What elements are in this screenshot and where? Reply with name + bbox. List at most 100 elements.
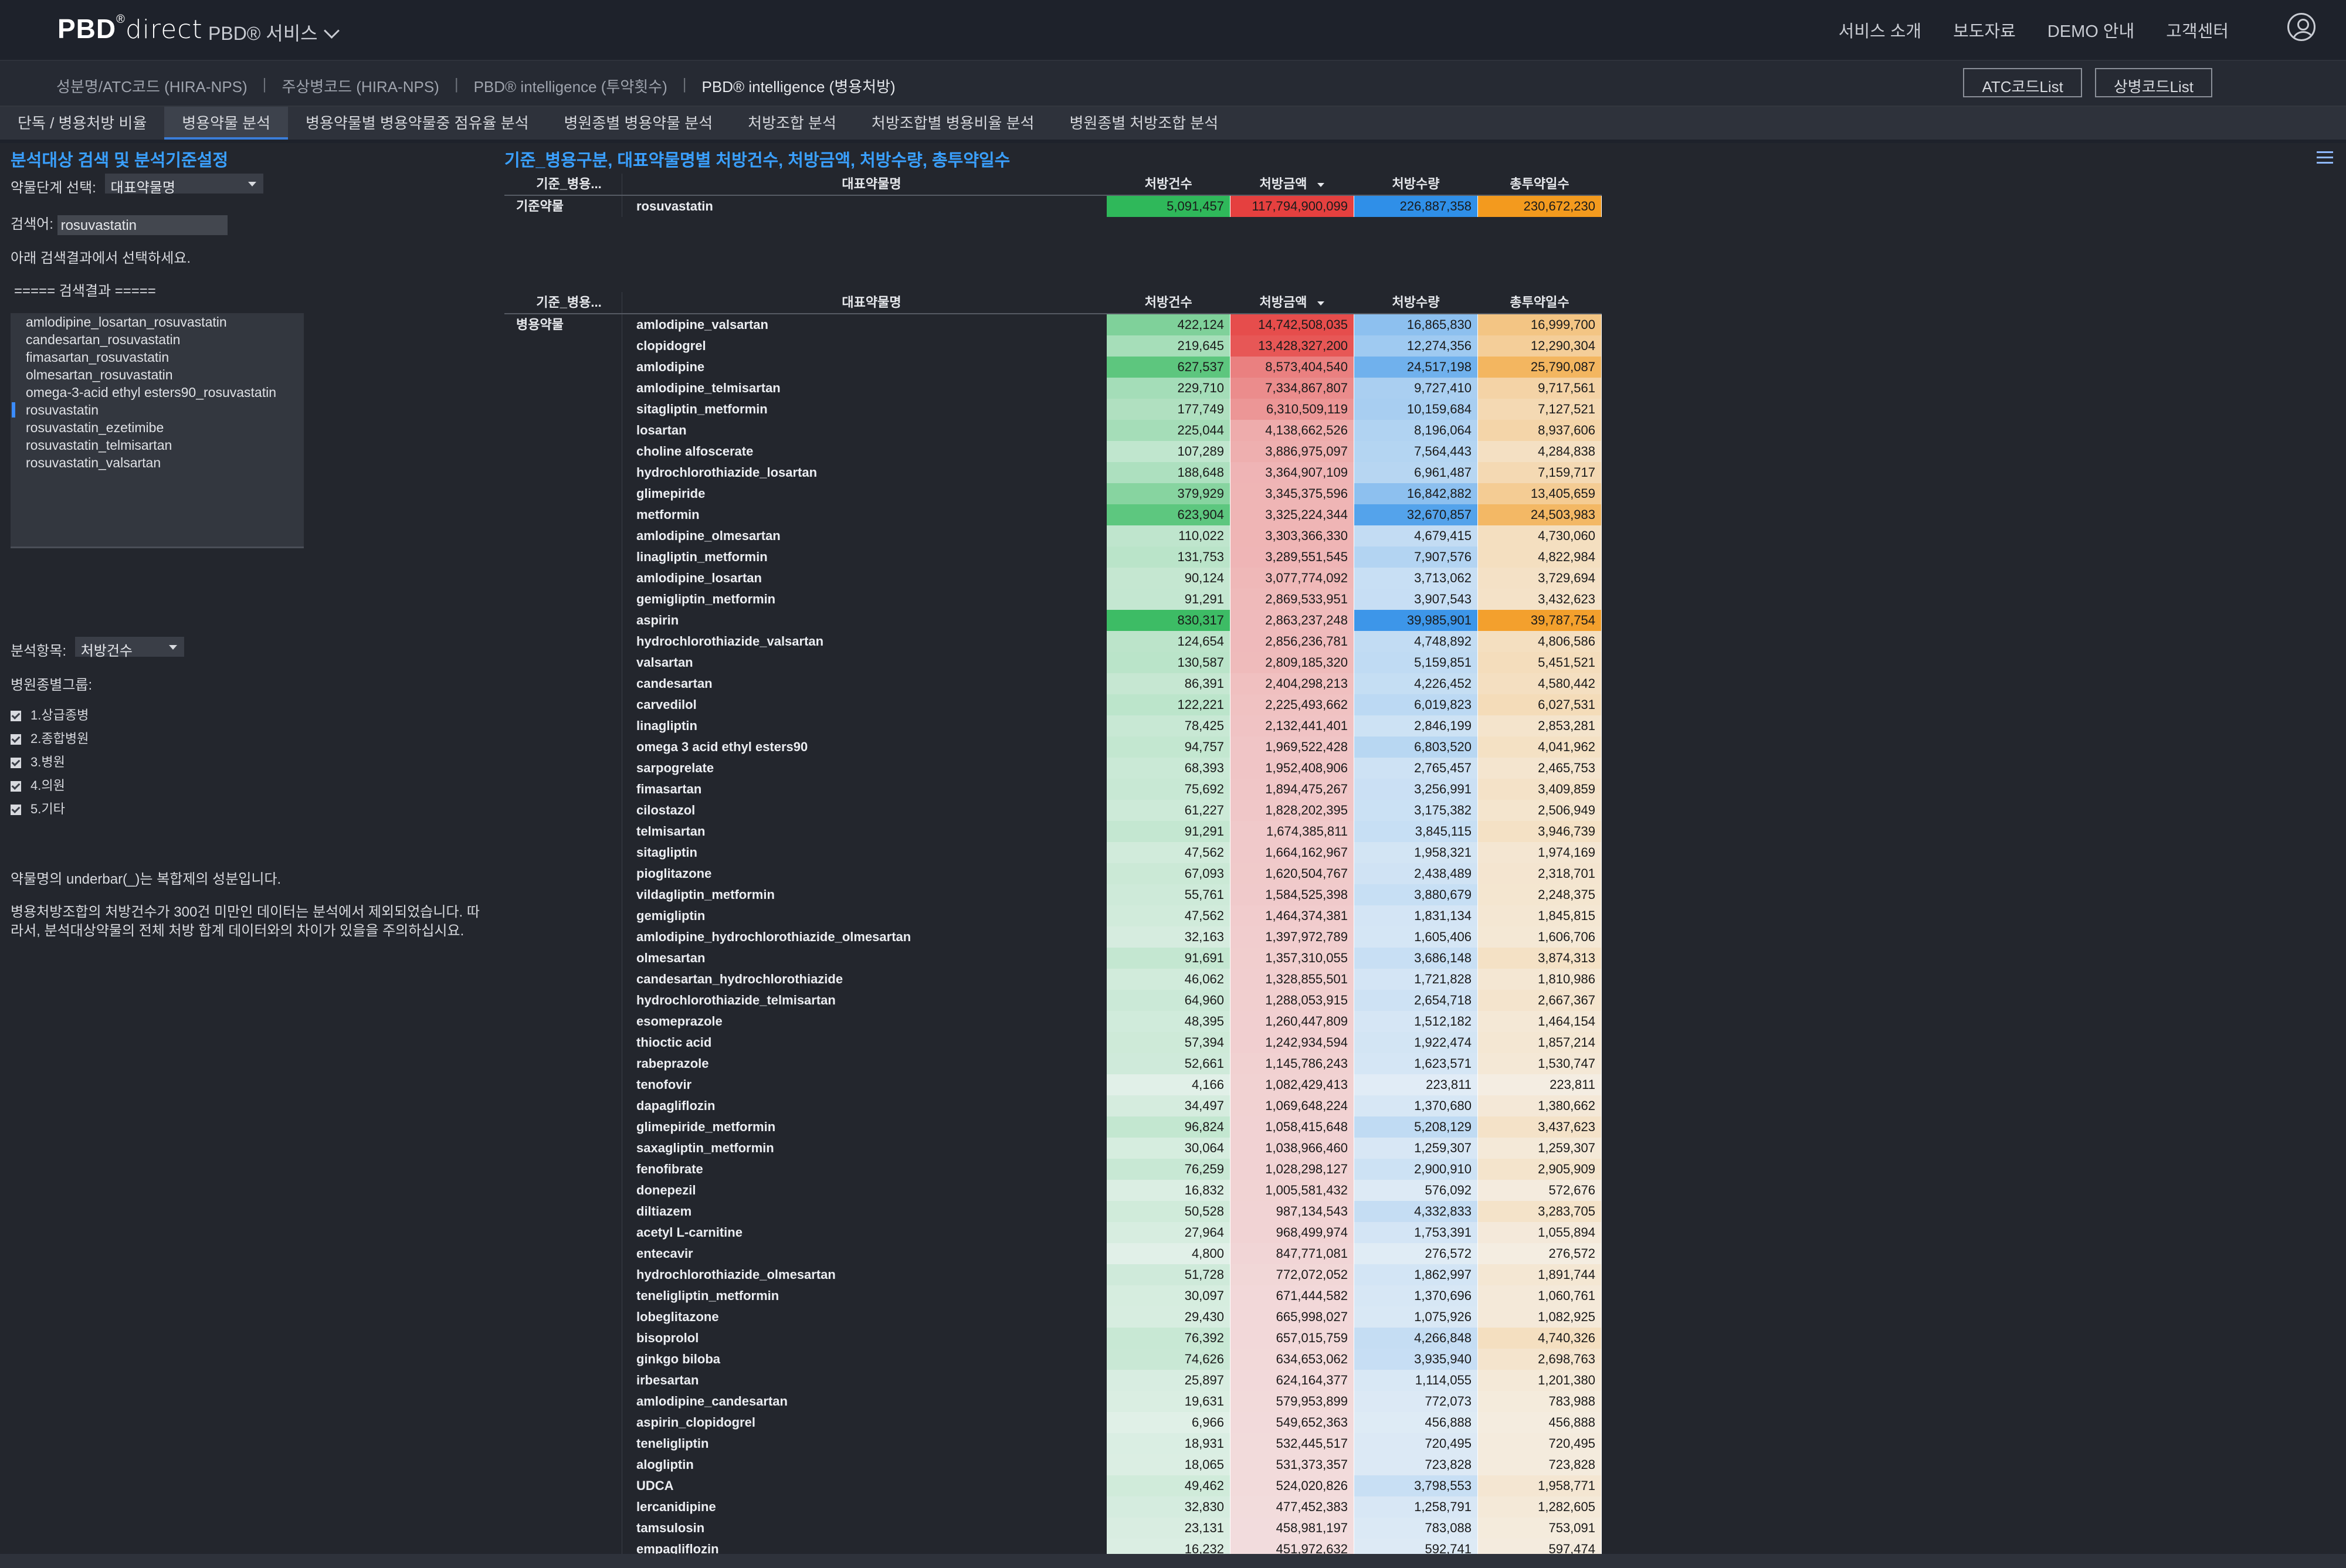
table-row[interactable]: carvedilol 122,221 2,225,493,662 6,019,823 6… [504, 694, 1602, 715]
table-row[interactable]: amlodipine_losartan 90,124 3,077,774,092 3,… [504, 568, 1602, 589]
search-result-item[interactable]: amlodipine_losartan_rosuvastatin [26, 314, 227, 330]
table-row[interactable]: dapagliflozin 34,497 1,069,648,224 1,370,68… [504, 1095, 1602, 1116]
table-row[interactable]: amlodipine_telmisartan 229,710 7,334,867,8… [504, 378, 1602, 399]
table-row[interactable]: losartan 225,044 4,138,662,526 8,196,064 8,9… [504, 420, 1602, 441]
table-row[interactable]: aspirin 830,317 2,863,237,248 39,985,901 39,… [504, 610, 1602, 631]
analysis-tab[interactable]: 병용약물 분석 [164, 107, 289, 140]
table-row[interactable]: entecavir 4,800 847,771,081 276,572 276,572 [504, 1243, 1602, 1264]
sub-nav-link[interactable]: 성분명/ATC코드 (HIRA-NPS) [56, 78, 248, 96]
search-result-item[interactable]: omega-3-acid ethyl esters90_rosuvastatin [26, 385, 277, 400]
top-nav-link[interactable]: 고객센터 [2166, 22, 2229, 41]
bottom-scrollbar[interactable] [0, 1554, 2346, 1568]
table-row[interactable]: olmesartan 91,691 1,357,310,055 3,686,148 3,… [504, 948, 1602, 969]
top-nav-link[interactable]: 보도자료 [1953, 22, 2016, 41]
table-row[interactable]: saxagliptin_metformin 30,064 1,038,966,460… [504, 1138, 1602, 1159]
analysis-tab[interactable]: 단독 / 병용처방 비율 [18, 114, 147, 132]
column-header[interactable]: 기준_병용... [504, 174, 622, 196]
table-row[interactable]: teneligliptin 18,931 532,445,517 720,495 720… [504, 1433, 1602, 1454]
column-header[interactable]: 처방수량 [1354, 174, 1478, 196]
analysis-tab[interactable]: 병원종별 병용약물 분석 [564, 114, 713, 132]
table-row[interactable]: glimepiride_metformin 96,824 1,058,415,648… [504, 1116, 1602, 1138]
analysis-item-select[interactable]: 처방건수 [74, 637, 184, 659]
table-row[interactable]: fenofibrate 76,259 1,028,298,127 2,900,910 2… [504, 1159, 1602, 1180]
search-result-item[interactable]: fimasartan_rosuvastatin [26, 349, 169, 365]
sub-nav-link[interactable]: 주상병코드 (HIRA-NPS) [282, 78, 439, 96]
table-row[interactable]: aspirin_clopidogrel 6,966 549,652,363 456,8… [504, 1412, 1602, 1433]
sub-nav-link[interactable]: PBD® intelligence (투약횟수) [473, 78, 667, 96]
search-result-list[interactable]: amlodipine_losartan_rosuvastatin candesar… [11, 313, 304, 548]
column-header[interactable]: 기준_병용... [504, 292, 622, 314]
table-row[interactable]: teneligliptin_metformin 30,097 671,444,582… [504, 1285, 1602, 1306]
analysis-tab[interactable]: 처방조합 분석 [748, 114, 836, 132]
table-row[interactable]: sitagliptin 47,562 1,664,162,967 1,958,321 1… [504, 842, 1602, 863]
column-header[interactable]: 총투약일수 [1477, 174, 1602, 196]
table-row[interactable]: donepezil 16,832 1,005,581,432 576,092 572,6… [504, 1180, 1602, 1201]
hospital-group-checkbox[interactable]: 3.병원 [11, 751, 89, 774]
table-row[interactable]: hydrochlorothiazide_valsartan 124,654 2,85… [504, 631, 1602, 652]
table-row[interactable]: candesartan_hydrochlorothiazide 46,062 1,3… [504, 969, 1602, 990]
table-row[interactable]: amlodipine_hydrochlorothiazide_olmesarta… [504, 926, 1602, 948]
table-row[interactable]: lobeglitazone 29,430 665,998,027 1,075,926 1… [504, 1306, 1602, 1328]
search-result-item[interactable]: rosuvastatin [11, 401, 304, 419]
top-nav-link[interactable]: 서비스 소개 [1838, 22, 1922, 41]
table-row[interactable]: rabeprazole 52,661 1,145,786,243 1,623,571 1… [504, 1053, 1602, 1074]
drug-stage-select[interactable]: 대표약물명 [104, 174, 263, 196]
table-row[interactable]: hydrochlorothiazide_olmesartan 51,728 772,… [504, 1264, 1602, 1285]
table-row[interactable]: amlodipine 627,537 8,573,404,540 24,517,198… [504, 357, 1602, 378]
table-row[interactable]: linagliptin 78,425 2,132,441,401 2,846,199 2… [504, 715, 1602, 737]
table-row[interactable]: tamsulosin 23,131 458,981,197 783,088 753,09… [504, 1518, 1602, 1539]
disease-code-list-button[interactable]: 상병코드List [2094, 68, 2212, 97]
table-row[interactable]: clopidogrel 219,645 13,428,327,200 12,274,3… [504, 335, 1602, 357]
table-row[interactable]: gemigliptin_metformin 91,291 2,869,533,951… [504, 589, 1602, 610]
table-row[interactable]: telmisartan 91,291 1,674,385,811 3,845,115 3… [504, 821, 1602, 842]
table-row[interactable]: amlodipine_candesartan 19,631 579,953,899 7… [504, 1391, 1602, 1412]
column-header[interactable]: 총투약일수 [1477, 292, 1602, 314]
table-row[interactable]: bisoprolol 76,392 657,015,759 4,266,848 4,74… [504, 1328, 1602, 1349]
column-header[interactable]: 처방금액 [1230, 292, 1354, 314]
search-result-item[interactable]: rosuvastatin_ezetimibe [26, 420, 164, 435]
table-row[interactable]: vildagliptin_metformin 55,761 1,584,525,39… [504, 884, 1602, 905]
table-row[interactable]: 병용약물 amlodipine_valsartan 422,124 14,742,50… [504, 314, 1602, 335]
table-row[interactable]: irbesartan 25,897 624,164,377 1,114,055 1,20… [504, 1370, 1602, 1391]
hospital-group-checkbox[interactable]: 1.상급종병 [11, 704, 89, 727]
table-row[interactable]: candesartan 86,391 2,404,298,213 4,226,452 4… [504, 673, 1602, 694]
search-result-item[interactable]: candesartan_rosuvastatin [26, 332, 181, 347]
search-result-item[interactable]: olmesartan_rosuvastatin [26, 367, 173, 382]
table-row[interactable]: 기준약물 rosuvastatin 5,091,457 117,794,900,099… [504, 195, 1602, 217]
list-menu-icon[interactable] [2317, 151, 2333, 164]
table-row[interactable]: linagliptin_metformin 131,753 3,289,551,54… [504, 547, 1602, 568]
table-row[interactable]: alogliptin 18,065 531,373,357 723,828 723,82… [504, 1454, 1602, 1475]
column-header[interactable]: 처방금액 [1230, 174, 1354, 196]
column-header[interactable]: 처방수량 [1354, 292, 1478, 314]
column-header[interactable]: 처방건수 [1107, 174, 1230, 196]
table-row[interactable]: sitagliptin_metformin 177,749 6,310,509,11… [504, 399, 1602, 420]
column-header[interactable]: 처방건수 [1107, 292, 1230, 314]
table-row[interactable]: pioglitazone 67,093 1,620,504,767 2,438,489… [504, 863, 1602, 884]
table-row[interactable]: thioctic acid 57,394 1,242,934,594 1,922,47… [504, 1032, 1602, 1053]
analysis-tab[interactable]: 병용약물별 병용약물중 점유율 분석 [306, 114, 529, 132]
table-row[interactable]: hydrochlorothiazide_telmisartan 64,960 1,2… [504, 990, 1602, 1011]
search-input[interactable]: rosuvastatin [57, 215, 228, 235]
hospital-group-checkbox[interactable]: 4.의원 [11, 774, 89, 797]
table-row[interactable]: cilostazol 61,227 1,828,202,395 3,175,382 2,… [504, 800, 1602, 821]
column-header[interactable]: 대표약물명 [622, 292, 1107, 314]
top-nav-link[interactable]: DEMO 안내 [2047, 22, 2135, 41]
table-row[interactable]: omega 3 acid ethyl esters90 94,757 1,969,5… [504, 737, 1602, 758]
table-row[interactable]: tenofovir 4,166 1,082,429,413 223,811 223,81… [504, 1074, 1602, 1095]
table-row[interactable]: sarpogrelate 68,393 1,952,408,906 2,765,457… [504, 758, 1602, 779]
service-menu[interactable]: PBD® 서비스 [208, 19, 340, 46]
table-row[interactable]: acetyl L-carnitine 27,964 968,499,974 1,753… [504, 1222, 1602, 1243]
analysis-tab[interactable]: 병원종별 처방조합 분석 [1069, 114, 1219, 132]
atc-code-list-button[interactable]: ATC코드List [1963, 68, 2082, 97]
table-row[interactable]: fimasartan 75,692 1,894,475,267 3,256,991 3,… [504, 779, 1602, 800]
table-row[interactable]: gemigliptin 47,562 1,464,374,381 1,831,134 1… [504, 905, 1602, 926]
table-row[interactable]: choline alfoscerate 107,289 3,886,975,097 7… [504, 441, 1602, 462]
table-row[interactable]: UDCA 49,462 524,020,826 3,798,553 1,958,771 [504, 1475, 1602, 1496]
analysis-tab[interactable]: 처방조합별 병용비율 분석 [871, 114, 1035, 132]
search-result-item[interactable]: rosuvastatin_valsartan [26, 455, 161, 470]
table-row[interactable]: valsartan 130,587 2,809,185,320 5,159,851 5,… [504, 652, 1602, 673]
table-row[interactable]: amlodipine_olmesartan 110,022 3,303,366,33… [504, 525, 1602, 547]
user-account-icon[interactable] [2287, 13, 2316, 41]
column-header[interactable]: 대표약물명 [622, 174, 1107, 196]
table-row[interactable]: hydrochlorothiazide_losartan 188,648 3,364… [504, 462, 1602, 483]
